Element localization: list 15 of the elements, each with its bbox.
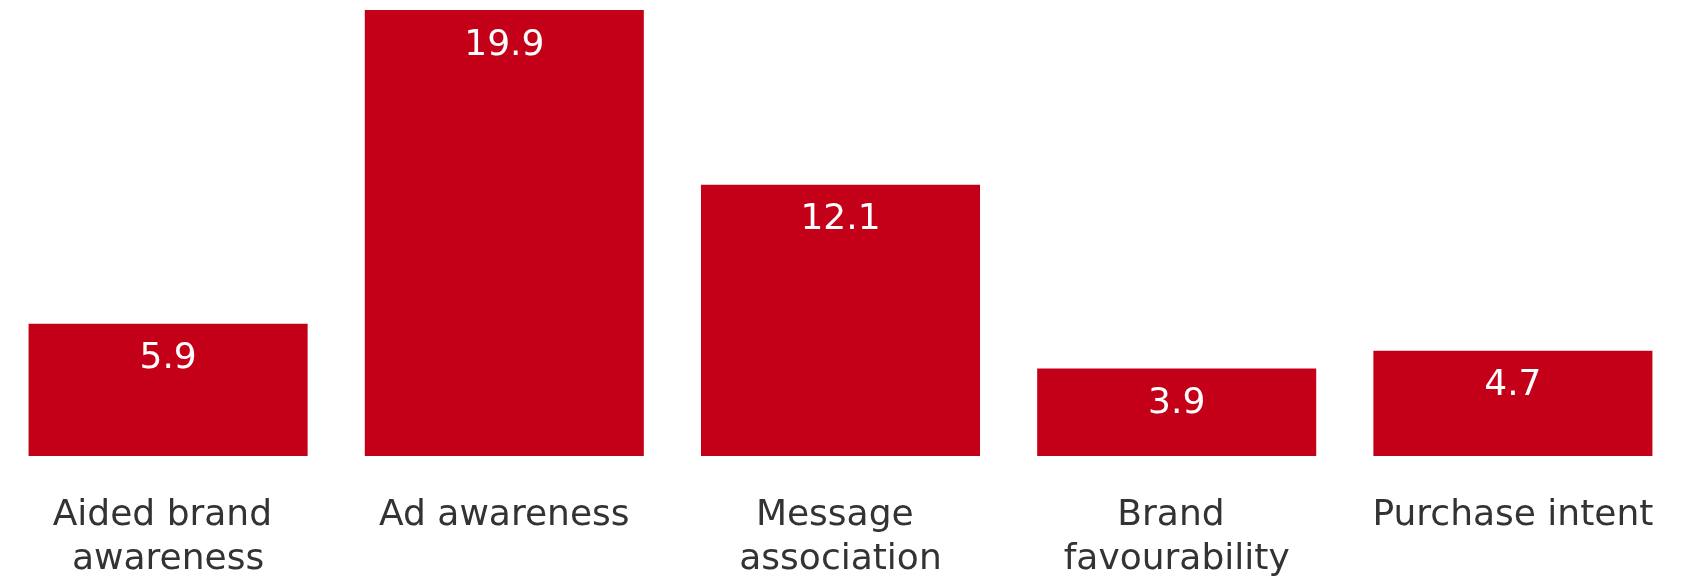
x-tick-label: Purchase intent bbox=[1372, 491, 1654, 533]
data-label: 12.1 bbox=[800, 196, 881, 238]
data-label: 3.9 bbox=[1148, 380, 1206, 422]
x-tick-label: Message association bbox=[739, 491, 942, 577]
data-label: 5.9 bbox=[139, 335, 197, 377]
x-tick-label: Brand favourability bbox=[1063, 491, 1290, 577]
bar bbox=[1373, 350, 1653, 456]
x-tick-label: Ad awareness bbox=[379, 491, 630, 533]
bar bbox=[28, 323, 308, 456]
data-label: 4.7 bbox=[1484, 362, 1542, 404]
data-label: 19.9 bbox=[464, 21, 545, 63]
bar bbox=[1037, 368, 1317, 456]
x-tick-label: Aided brand awareness bbox=[52, 491, 284, 577]
bar bbox=[364, 10, 644, 456]
bar bbox=[700, 184, 981, 456]
